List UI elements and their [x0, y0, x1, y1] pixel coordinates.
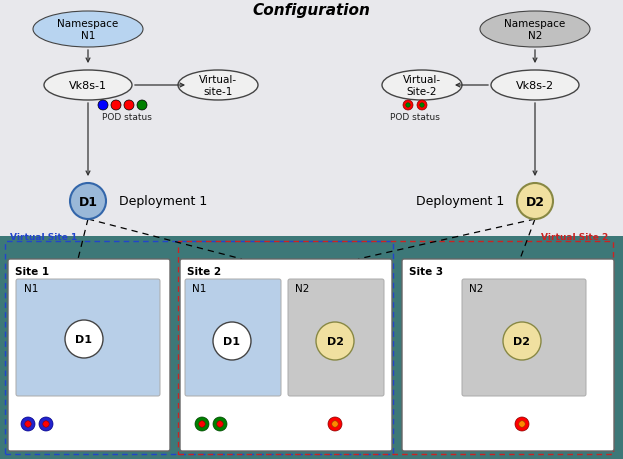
Circle shape	[124, 101, 134, 111]
Text: POD status: POD status	[102, 113, 152, 122]
Circle shape	[98, 101, 108, 111]
Circle shape	[65, 320, 103, 358]
Text: Site 1: Site 1	[15, 266, 49, 276]
FancyBboxPatch shape	[185, 280, 281, 396]
Text: POD status: POD status	[390, 113, 440, 122]
Text: Site 2: Site 2	[187, 266, 221, 276]
Ellipse shape	[480, 12, 590, 48]
Circle shape	[403, 101, 413, 111]
FancyBboxPatch shape	[288, 280, 384, 396]
Text: Vk8s-1: Vk8s-1	[69, 81, 107, 91]
Text: D1: D1	[224, 336, 240, 346]
Text: D2: D2	[326, 336, 343, 346]
Text: Virtual-
site-1: Virtual- site-1	[199, 75, 237, 96]
Circle shape	[503, 322, 541, 360]
Circle shape	[39, 417, 53, 431]
Ellipse shape	[178, 71, 258, 101]
Text: Deployment 1: Deployment 1	[119, 195, 207, 208]
Text: Namespace
N1: Namespace N1	[57, 19, 118, 41]
FancyBboxPatch shape	[462, 280, 586, 396]
Text: Virtual Site 2: Virtual Site 2	[541, 233, 608, 241]
Text: N2: N2	[295, 283, 310, 293]
Text: N1: N1	[24, 283, 39, 293]
FancyBboxPatch shape	[402, 259, 614, 451]
Circle shape	[420, 104, 424, 108]
Circle shape	[217, 421, 223, 427]
Text: Configuration: Configuration	[252, 2, 370, 17]
Circle shape	[70, 184, 106, 219]
Text: D2: D2	[513, 336, 531, 346]
FancyBboxPatch shape	[8, 259, 170, 451]
Circle shape	[515, 417, 529, 431]
Text: Namespace
N2: Namespace N2	[505, 19, 566, 41]
Text: Site 3: Site 3	[409, 266, 443, 276]
Text: N1: N1	[192, 283, 206, 293]
Text: Vk8s-2: Vk8s-2	[516, 81, 554, 91]
Text: Virtual Site 1: Virtual Site 1	[10, 233, 77, 241]
Circle shape	[111, 101, 121, 111]
Text: Virtual-
Site-2: Virtual- Site-2	[403, 75, 441, 96]
Bar	[0, 236, 623, 459]
Circle shape	[213, 322, 251, 360]
Text: N2: N2	[469, 283, 483, 293]
Text: Deployment 1: Deployment 1	[416, 195, 504, 208]
Circle shape	[332, 421, 338, 427]
Ellipse shape	[33, 12, 143, 48]
Circle shape	[517, 184, 553, 219]
FancyBboxPatch shape	[16, 280, 160, 396]
Circle shape	[25, 421, 31, 427]
Text: D1: D1	[75, 334, 92, 344]
Text: D1: D1	[78, 195, 98, 208]
Circle shape	[199, 421, 205, 427]
Ellipse shape	[44, 71, 132, 101]
Circle shape	[316, 322, 354, 360]
Circle shape	[519, 421, 525, 427]
Circle shape	[195, 417, 209, 431]
Circle shape	[417, 101, 427, 111]
Circle shape	[406, 104, 410, 108]
Circle shape	[328, 417, 342, 431]
Text: D2: D2	[525, 195, 545, 208]
Circle shape	[21, 417, 35, 431]
Circle shape	[213, 417, 227, 431]
Bar	[0, 0, 623, 236]
Ellipse shape	[491, 71, 579, 101]
FancyBboxPatch shape	[180, 259, 392, 451]
Circle shape	[43, 421, 49, 427]
Circle shape	[137, 101, 147, 111]
Ellipse shape	[382, 71, 462, 101]
